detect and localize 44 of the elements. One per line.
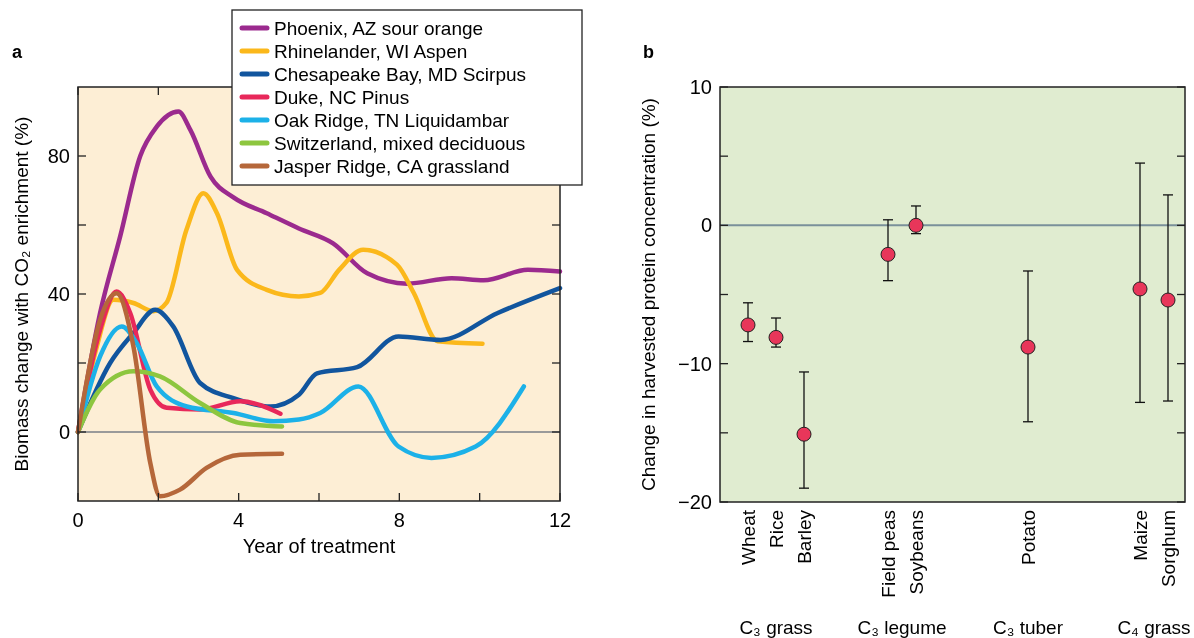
- x-tick-label: Rice: [766, 510, 787, 549]
- y-axis-title: Biomass change with CO₂ enrichment (%): [11, 116, 32, 472]
- x-tick-label: Wheat: [738, 509, 759, 565]
- point: [908, 217, 924, 233]
- line-series: [75, 291, 285, 499]
- x-tick-label: 8: [393, 509, 405, 531]
- point: [1160, 292, 1176, 308]
- text: C₄ grass: [1117, 617, 1191, 638]
- legend-label: Oak Ridge, TN Liquidambar: [274, 109, 510, 131]
- x-tick-label: Potato: [1018, 510, 1039, 565]
- legend-label: Duke, NC Pinus: [274, 86, 410, 108]
- y-tick-label: −10: [678, 352, 712, 375]
- point: [1020, 339, 1036, 355]
- legend-label: Switzerland, mixed deciduous: [274, 132, 526, 154]
- y-tick-label: 40: [47, 283, 70, 305]
- y-axis-title: Change in harvested protein concentration (%): [638, 98, 659, 491]
- y-tick-label: 0: [58, 421, 70, 443]
- y-tick-label: 10: [689, 76, 712, 98]
- x-axis-title: Year of treatment: [242, 535, 396, 557]
- text: C₃ legume: [857, 617, 947, 638]
- x-tick-label: 4: [233, 509, 245, 531]
- legend-label: Chesapeake Bay, MD Scirpus: [274, 63, 527, 85]
- point: [740, 317, 756, 333]
- y-tick-label: 80: [47, 145, 70, 167]
- y-tick-label: 0: [700, 214, 712, 237]
- legend-label: Phoenix, AZ sour orange: [274, 17, 484, 39]
- x-tick-label: Barley: [794, 509, 815, 564]
- legend-label: Rhinelander, WI Aspen: [274, 40, 468, 62]
- x-tick-label: Soybeans: [906, 510, 927, 595]
- text: C₃ grass: [739, 617, 813, 638]
- x-tick-label: Sorghum: [1158, 510, 1179, 588]
- x-tick-label: Field peas: [878, 510, 899, 598]
- point: [880, 246, 896, 262]
- point: [768, 329, 784, 345]
- text: C₃ tuber: [992, 617, 1064, 638]
- x-tick-label: Maize: [1130, 510, 1151, 561]
- y-tick-label: −20: [678, 491, 712, 513]
- chart-title: b: [643, 42, 654, 62]
- x-tick-label: 12: [548, 509, 572, 531]
- point: [796, 426, 812, 442]
- x-tick-label: 0: [72, 509, 84, 531]
- chart-title: a: [12, 42, 23, 62]
- point: [1132, 281, 1148, 297]
- legend-label: Jasper Ridge, CA grassland: [274, 155, 510, 177]
